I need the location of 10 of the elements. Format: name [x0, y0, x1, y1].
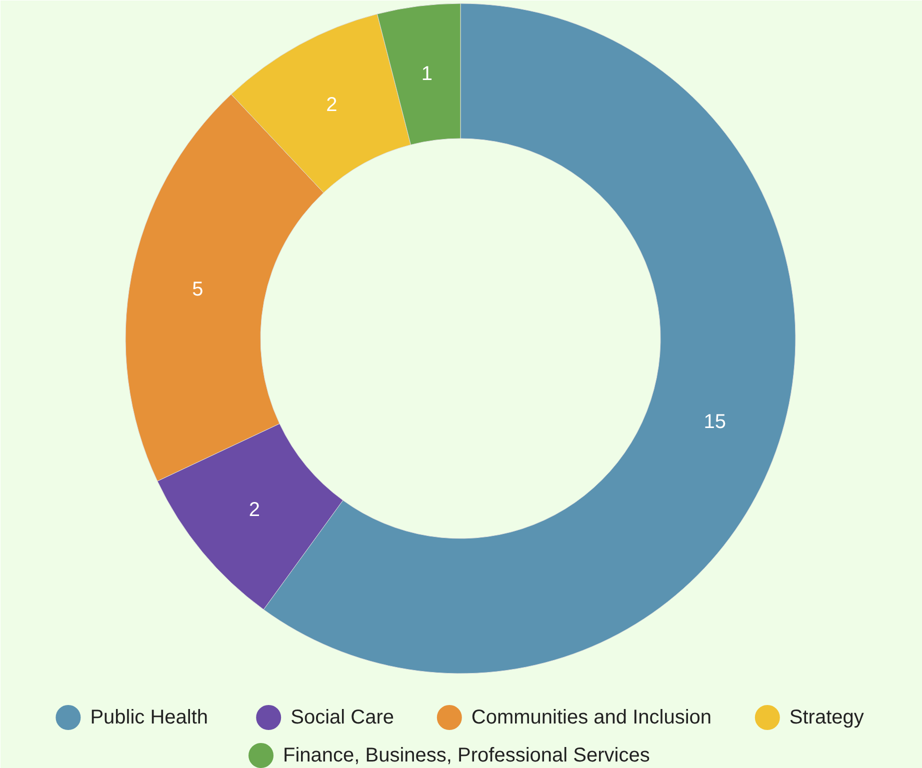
data-label: 1 — [421, 63, 433, 86]
data-label: 2 — [326, 94, 338, 116]
data-label: 2 — [248, 499, 260, 522]
legend-label: Communities and Inclusion — [471, 706, 712, 728]
data-label: 15 — [704, 411, 726, 434]
legend-label: Strategy — [789, 706, 864, 728]
legend-label: Social Care — [290, 706, 394, 728]
data-label: 5 — [192, 278, 204, 300]
legend-label: Finance, Business, Professional Services — [283, 744, 650, 766]
legend-label: Public Health — [90, 706, 208, 728]
